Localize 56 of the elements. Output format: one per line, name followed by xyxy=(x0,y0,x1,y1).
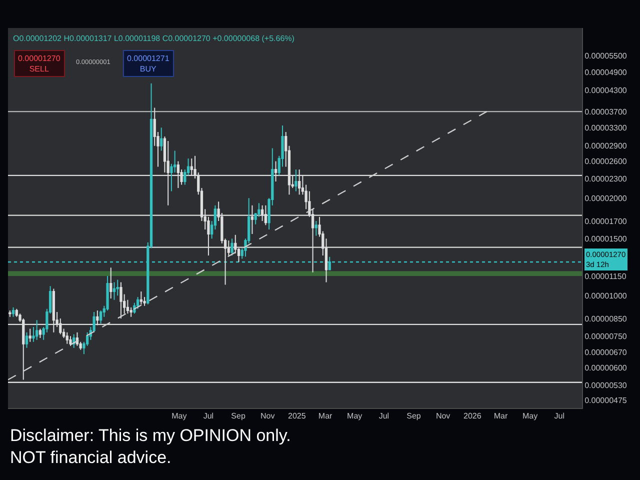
candlestick xyxy=(66,332,68,344)
x-tick-label: Nov xyxy=(436,412,450,421)
y-tick-label: 0.00000850 xyxy=(584,314,628,324)
candlestick xyxy=(140,290,142,305)
y-tick-label: 0.00000475 xyxy=(584,396,628,406)
candlestick xyxy=(136,296,140,310)
x-tick-label: Nov xyxy=(260,412,275,421)
annotation: 0.00001271 BUY xyxy=(127,54,170,74)
x-tick-label: Mar xyxy=(494,412,508,421)
x-tick-label: May xyxy=(347,412,362,421)
y-tick-label: 0.00002300 xyxy=(584,174,628,184)
x-tick-label: May xyxy=(172,412,187,421)
y-tick-label: 0.00000750 xyxy=(584,332,628,341)
y-tick-label: 0.00003300 xyxy=(584,123,628,132)
y-tick-label: 0.00001150 xyxy=(584,272,627,281)
text: O0.00001202 H0.00001317 L0.00001198 C0.00001270 +0.00000068 (+5.66%) xyxy=(13,34,295,43)
x-tick-label: Jul xyxy=(203,412,214,421)
y-tick-label: 0.00000600 xyxy=(584,363,628,372)
candlestick xyxy=(99,310,102,324)
candlestick xyxy=(36,320,38,340)
x-tick-label: Jul xyxy=(554,412,565,421)
x-tick-label: Sep xyxy=(406,412,422,421)
x-tick-label: Sep xyxy=(231,412,246,421)
y-tick-label: 0.00001700 xyxy=(584,216,628,226)
x-tick-label: Mar xyxy=(318,412,333,421)
text: Disclaimer: This is my OPINION only. NOT financial advice. xyxy=(10,426,291,468)
candlestick xyxy=(38,328,42,339)
candlestick xyxy=(28,328,32,342)
x-tick-label: Jul xyxy=(378,412,390,421)
x-tick-label: 2026 xyxy=(463,412,482,421)
y-tick-label: 0.00001000 xyxy=(584,291,628,300)
y-tick-label: 0.00000530 xyxy=(584,380,628,390)
y-tick-label: 0.00002000 xyxy=(584,194,628,203)
x-tick-label: 2025 xyxy=(288,412,306,421)
y-tick-label: 0.00004300 xyxy=(584,86,628,96)
candlestick xyxy=(69,336,72,346)
candlestick xyxy=(314,220,318,236)
x-tick-label: May xyxy=(522,412,538,421)
y-tick-label: 0.00004900 xyxy=(584,68,628,77)
candlestick xyxy=(116,279,119,296)
candlestick xyxy=(25,332,28,348)
y-tick-label: 0.00003700 xyxy=(584,107,628,116)
y-tick-label: 0.00001500 xyxy=(584,234,628,244)
y-tick-label: 0.00002900 xyxy=(584,142,628,151)
candlestick xyxy=(112,282,116,300)
y-tick-label: 0.00002600 xyxy=(584,156,628,166)
candlestick xyxy=(110,267,112,299)
y-tick-label: 0.00000670 xyxy=(584,348,628,357)
y-tick-label: 0.00005500 xyxy=(584,52,628,61)
annotation: 0.00001270 SELL xyxy=(18,54,61,74)
candlestick xyxy=(160,127,163,152)
candlestick xyxy=(12,306,15,318)
candlestick xyxy=(120,282,122,320)
candlestick xyxy=(8,310,12,318)
candlestick xyxy=(230,238,234,256)
candlestick xyxy=(294,169,298,192)
